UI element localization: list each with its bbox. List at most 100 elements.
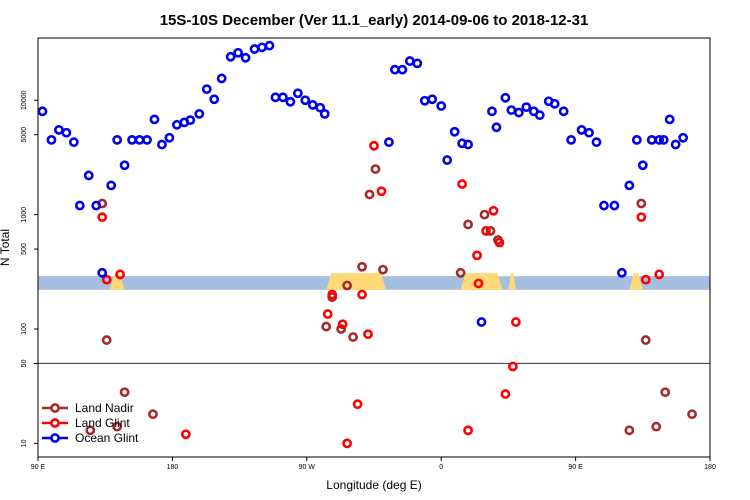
data-point [397, 64, 408, 75]
data-point [670, 139, 681, 150]
y-tick-label: 500 [21, 243, 28, 255]
y-tick-label: 5000 [21, 127, 28, 143]
x-axis: 90 E 180 90 W 0 90 E 180 [31, 457, 716, 471]
series-land-glint [97, 140, 665, 449]
x-tick-label: 90 E [31, 464, 46, 471]
y-axis-label: N Total [0, 229, 12, 266]
data-point [436, 101, 447, 111]
land-segment [109, 273, 125, 290]
data-point [348, 332, 358, 342]
data-point [119, 160, 130, 171]
data-points [37, 40, 697, 449]
data-point [463, 425, 473, 436]
data-point [687, 409, 697, 420]
data-point [321, 321, 332, 332]
data-point [491, 122, 502, 133]
data-point [646, 134, 657, 145]
data-point [37, 106, 48, 117]
legend-marker [50, 418, 60, 428]
data-point [412, 58, 423, 69]
data-point [315, 102, 326, 113]
data-point [370, 164, 381, 174]
data-point [549, 98, 560, 109]
data-point [106, 180, 117, 191]
data-point [404, 56, 415, 66]
data-point [678, 132, 689, 143]
data-point [327, 289, 338, 300]
data-point [463, 219, 473, 230]
legend-label: Land Nadir [75, 401, 134, 415]
series-ocean-glint [37, 40, 689, 327]
data-point [481, 226, 491, 236]
land-segment [629, 273, 643, 290]
data-point [637, 160, 648, 171]
data-point [61, 127, 72, 138]
y-tick-label: 10 [21, 439, 28, 447]
y-axis: 10 50 100 500 1000 5000 10000 [21, 90, 38, 447]
data-point [513, 107, 524, 118]
data-point [85, 425, 96, 436]
data-point [419, 95, 430, 106]
data-point [264, 40, 275, 51]
data-point [46, 134, 57, 145]
data-point [631, 134, 642, 145]
data-point [91, 200, 102, 211]
data-point [472, 250, 482, 261]
data-point [127, 134, 137, 145]
data-point [599, 200, 609, 211]
y-tick-label: 10000 [21, 90, 28, 110]
series-land-nadir [85, 164, 697, 436]
data-point [97, 267, 108, 278]
data-point [487, 106, 497, 117]
data-point [506, 105, 517, 115]
data-point [369, 140, 379, 151]
data-point [363, 329, 373, 340]
data-point [201, 84, 212, 95]
data-point [664, 114, 675, 125]
data-point [660, 387, 671, 398]
data-point [225, 51, 236, 62]
x-axis-label: Longitude (deg E) [326, 478, 421, 492]
data-point [390, 64, 400, 75]
legend-label: Ocean Glint [75, 431, 139, 445]
data-point [185, 115, 196, 126]
data-point [278, 92, 288, 103]
data-point [142, 134, 152, 145]
data-point [485, 226, 496, 236]
data-point [624, 180, 635, 191]
land-segment [326, 273, 386, 290]
data-point [376, 186, 387, 197]
data-point [97, 212, 108, 223]
legend-label: Land Glint [75, 416, 130, 430]
data-point [112, 134, 123, 145]
data-point [494, 237, 505, 248]
data-point [101, 274, 112, 285]
data-point [658, 134, 669, 145]
data-point [457, 179, 468, 189]
data-point [640, 274, 651, 285]
data-point [636, 198, 647, 209]
data-point [257, 42, 267, 53]
y-tick-label: 50 [21, 359, 28, 367]
data-point [442, 155, 453, 165]
data-point [591, 137, 602, 148]
data-point [510, 317, 521, 327]
data-point [74, 200, 85, 211]
x-tick-label: 90 E [568, 464, 583, 471]
data-point [636, 212, 647, 223]
data-point [384, 137, 394, 148]
data-point [488, 205, 499, 216]
data-point [616, 267, 627, 278]
data-point [609, 200, 620, 211]
data-point [300, 95, 311, 106]
data-point [500, 92, 511, 103]
data-point [149, 114, 160, 125]
data-point [455, 267, 466, 278]
data-point [558, 106, 569, 117]
x-tick-label: 0 [439, 464, 443, 471]
x-tick-label: 180 [704, 464, 716, 471]
data-point [566, 134, 577, 145]
data-point [148, 409, 158, 420]
